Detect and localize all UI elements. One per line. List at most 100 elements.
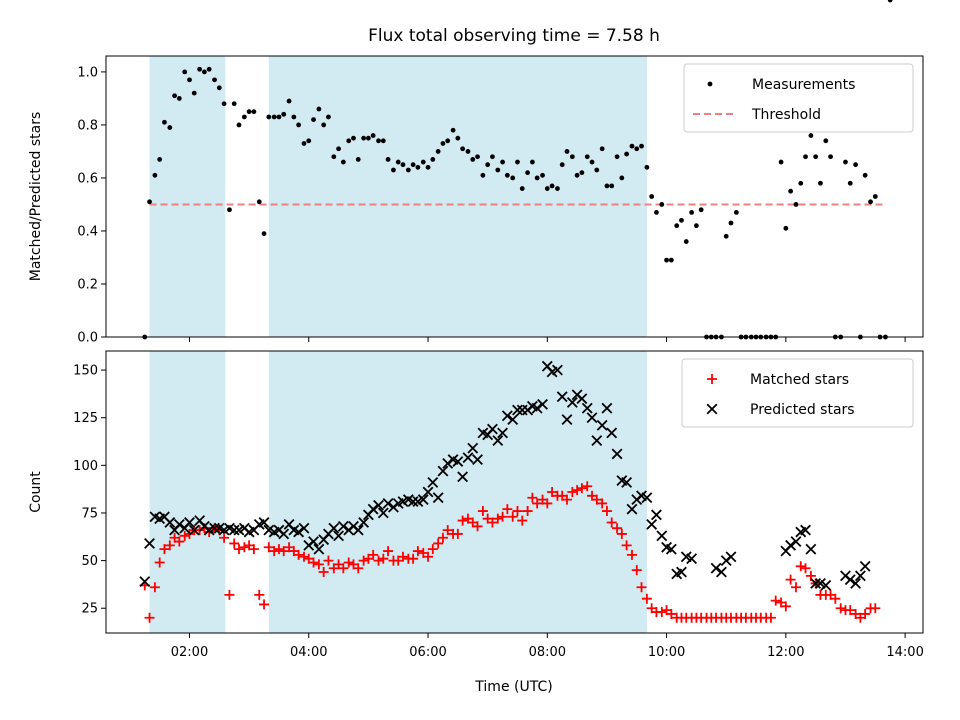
matched-star-point [795, 561, 806, 572]
x-tick-label: 02:00 [171, 645, 208, 660]
predicted-star-point [333, 530, 345, 542]
predicted-star-point [407, 496, 419, 507]
measurement-point [510, 175, 516, 181]
matched-star-point [487, 517, 498, 528]
matched-star-point [248, 544, 259, 555]
measurement-point [361, 135, 367, 141]
predicted-star-point [417, 494, 429, 506]
measurement-point [435, 149, 441, 154]
predicted-star-point [686, 553, 698, 565]
predicted-star-point [715, 566, 727, 578]
observing-window-0 [149, 56, 226, 337]
matched-star-point [860, 608, 871, 619]
predicted-star-point [228, 524, 240, 536]
measurement-point [286, 98, 292, 104]
measurement-point [793, 202, 799, 207]
measurement-point [182, 69, 188, 75]
predicted-star-point [626, 503, 638, 515]
matched-star-point [780, 601, 791, 612]
matched-star-point [353, 563, 364, 574]
measurement-point [425, 164, 431, 170]
measurement-point [500, 159, 505, 165]
legend-threshold-label: Threshold [751, 107, 821, 123]
predicted-star-point [377, 507, 389, 519]
y-tick-label: 0.8 [77, 118, 98, 133]
predicted-star-point [537, 398, 548, 410]
matched-star-point [164, 540, 175, 551]
matched-star-point [358, 555, 369, 566]
matched-star-point [561, 494, 572, 505]
bottom-y-axis-label: Count [28, 471, 44, 513]
measurement-point [301, 141, 307, 146]
legend-matched-label: Matched stars [750, 372, 849, 388]
top-panel: 0.0 0.2 0.4 0.6 0.8 1.0 Matched/Predicted sta… [28, 0, 924, 346]
measurement-point [212, 77, 217, 83]
predicted-star-point [432, 492, 444, 504]
top-legend-box [683, 63, 914, 133]
top-legend: Measurements Threshold [683, 63, 914, 133]
matched-star-point [597, 498, 608, 509]
matched-star-point [507, 511, 518, 522]
predicted-star-point [531, 402, 543, 414]
measurement-point [515, 159, 520, 165]
predicted-star-point [144, 538, 155, 549]
predicted-star-point [676, 566, 687, 578]
measurement-point [480, 172, 486, 178]
measurement-point [445, 138, 451, 144]
predicted-star-point [725, 551, 737, 563]
matched-star-point [582, 481, 593, 492]
matched-star-point [452, 528, 463, 539]
predicted-star-point [492, 435, 504, 446]
y-tick-label: 125 [73, 411, 98, 426]
y-tick-label: 1.0 [77, 65, 98, 80]
predicted-star-point [328, 522, 340, 534]
matched-star-point [765, 612, 776, 623]
predicted-star-point [497, 427, 509, 439]
measurement-point [261, 231, 267, 237]
top-plot-frame [105, 55, 924, 338]
predicted-star-point [820, 579, 832, 591]
measurement-point [172, 93, 177, 99]
matched-star-point [547, 487, 558, 497]
predicted-star-point [507, 414, 519, 426]
measurement-point [555, 186, 560, 191]
matched-star-point [313, 559, 324, 570]
observing-windows [149, 351, 647, 633]
predicted-star-point [586, 412, 598, 424]
matched-star-point [477, 506, 488, 517]
measurement-point [157, 156, 163, 162]
measurement-point [574, 172, 580, 178]
measurement-point [271, 114, 277, 120]
measurement-point [803, 154, 808, 160]
measurement-point [778, 159, 784, 165]
matched-star-point [666, 608, 677, 619]
bottom-y-axis: 25 50 75 100 125 150 [73, 364, 106, 617]
measurement-point [460, 146, 466, 152]
matched-star-point [612, 523, 623, 534]
top-x-ticks [188, 337, 906, 342]
measurement-point [679, 217, 684, 223]
measurement-point [351, 135, 356, 141]
measurement-point [654, 210, 659, 215]
y-tick-label: 150 [73, 364, 98, 379]
measurement-point [495, 167, 501, 173]
measurement-point [540, 172, 545, 178]
predicted-star-point [611, 448, 623, 460]
measurement-point [355, 156, 361, 162]
matched-star-point [383, 546, 394, 557]
y-tick-label: 25 [81, 602, 98, 617]
measurement-point [311, 117, 316, 123]
x-tick-label: 10:00 [648, 645, 685, 660]
measurement-point [619, 175, 625, 181]
measurement-point [306, 138, 312, 144]
matched-star-point [229, 538, 240, 549]
predicted-star-point [352, 524, 364, 536]
legend-matched-marker [707, 374, 717, 384]
matched-star-point [616, 528, 627, 539]
matched-star-point [233, 544, 244, 555]
predicted-star-point [710, 562, 722, 574]
x-tick-label: 14:00 [886, 645, 923, 660]
predicted-star-point [601, 402, 613, 414]
matched-star-point [830, 593, 841, 604]
measurement-point [346, 138, 352, 144]
